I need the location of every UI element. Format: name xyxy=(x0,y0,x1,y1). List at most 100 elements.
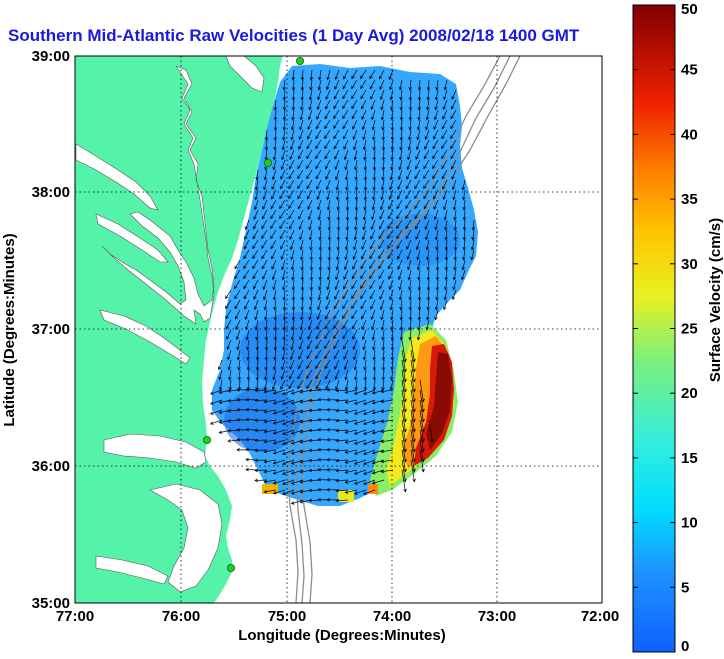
velocity-arrowhead xyxy=(408,87,412,91)
velocity-arrow xyxy=(297,169,304,179)
velocity-arrowhead xyxy=(351,305,355,310)
velocity-arrowhead xyxy=(398,166,402,171)
velocity-arrowhead xyxy=(291,297,296,301)
velocity-arrowhead xyxy=(344,256,348,261)
velocity-arrow xyxy=(419,409,424,432)
velocity-arrowhead xyxy=(426,297,431,301)
velocity-arrow xyxy=(463,199,466,210)
velocity-arrow xyxy=(263,189,268,200)
velocity-arrow xyxy=(346,229,349,240)
velocity-arrow xyxy=(253,209,259,220)
velocity-arrowhead xyxy=(407,266,411,271)
velocity-arrow xyxy=(454,209,457,220)
velocity-arrow xyxy=(317,89,322,100)
velocity-arrowhead xyxy=(327,237,332,241)
velocity-arrow xyxy=(380,89,385,100)
velocity-arrow xyxy=(381,399,394,403)
velocity-arrow xyxy=(462,179,466,190)
velocity-arrow xyxy=(333,139,340,149)
velocity-arrowhead xyxy=(405,215,409,220)
velocity-arrow xyxy=(270,219,277,229)
velocity-arrow xyxy=(419,419,424,442)
velocity-arrowhead xyxy=(352,256,356,261)
velocity-arrowhead xyxy=(435,257,440,261)
velocity-arrowhead xyxy=(255,336,259,341)
velocity-arrowhead xyxy=(381,367,386,371)
velocity-arrow xyxy=(410,419,415,442)
velocity-arrow xyxy=(273,449,286,454)
velocity-arrowhead xyxy=(253,206,258,211)
velocity-arrow xyxy=(436,79,439,90)
velocity-arrow xyxy=(418,79,421,91)
velocity-arrow xyxy=(472,219,475,230)
velocity-arrowhead xyxy=(405,235,409,240)
velocity-arrowhead xyxy=(280,386,284,390)
velocity-arrowhead xyxy=(435,296,439,301)
velocity-arrowhead xyxy=(288,185,292,190)
velocity-arrowhead xyxy=(282,411,286,415)
velocity-arrow xyxy=(391,319,394,330)
velocity-arrow xyxy=(372,389,385,394)
velocity-arrow xyxy=(284,309,286,321)
velocity-arrow xyxy=(236,329,241,340)
velocity-arrow xyxy=(401,349,406,372)
y-tick-label: 37:00 xyxy=(32,321,70,338)
velocity-arrowhead xyxy=(433,135,437,140)
velocity-arrow xyxy=(310,269,313,281)
velocity-arrowhead xyxy=(360,75,364,80)
velocity-arrow xyxy=(297,369,304,379)
velocity-arrowhead xyxy=(335,418,339,423)
velocity-arrow xyxy=(334,359,340,370)
velocity-arrow xyxy=(387,209,394,219)
velocity-arrowhead xyxy=(380,399,385,404)
velocity-arrow xyxy=(378,269,385,279)
velocity-arrow xyxy=(354,459,367,465)
velocity-arrowhead xyxy=(290,126,295,131)
velocity-arrowhead xyxy=(246,367,251,371)
velocity-arrow xyxy=(409,279,412,290)
velocity-arrowhead xyxy=(272,481,277,485)
velocity-arrow xyxy=(362,119,367,130)
velocity-arrow xyxy=(290,349,295,360)
velocity-arrow xyxy=(283,129,286,140)
velocity-arrowhead xyxy=(244,316,248,320)
velocity-arrowhead xyxy=(380,186,385,191)
velocity-arrow xyxy=(401,379,406,402)
velocity-arrowhead xyxy=(412,468,416,473)
velocity-arrowhead xyxy=(426,287,431,291)
velocity-arrowhead xyxy=(345,186,349,191)
velocity-arrowhead xyxy=(263,296,267,301)
velocity-arrowhead xyxy=(289,356,294,361)
velocity-arrowhead xyxy=(270,225,274,230)
velocity-arrowhead xyxy=(399,137,404,141)
velocity-arrowhead xyxy=(227,366,232,371)
velocity-arrowhead xyxy=(234,265,238,270)
velocity-arrow xyxy=(301,289,304,300)
delaware-bay xyxy=(225,56,265,93)
velocity-arrowhead xyxy=(423,185,427,190)
velocity-arrow xyxy=(443,89,448,100)
velocity-arrowhead xyxy=(416,256,420,261)
velocity-arrow xyxy=(428,419,433,442)
velocity-arrowhead xyxy=(462,207,466,211)
velocity-arrowhead xyxy=(254,468,258,473)
velocity-arrow xyxy=(409,329,412,340)
velocity-arrow xyxy=(443,189,448,200)
velocity-arrowhead xyxy=(324,155,328,160)
velocity-arrow xyxy=(352,329,358,340)
velocity-arrowhead xyxy=(371,411,376,415)
velocity-arrow xyxy=(445,239,448,250)
velocity-arrowhead xyxy=(289,246,294,251)
velocity-arrowhead xyxy=(300,87,305,91)
velocity-arrowhead xyxy=(300,97,304,101)
velocity-arrowhead xyxy=(435,267,440,271)
velocity-arrowhead xyxy=(263,439,268,444)
radar-station xyxy=(202,435,211,444)
velocity-arrow xyxy=(414,169,421,179)
colorbar-tick-label: 50 xyxy=(681,1,698,18)
velocity-arrow xyxy=(333,119,340,129)
velocity-arrowhead xyxy=(326,286,330,291)
velocity-arrowhead xyxy=(279,185,283,190)
velocity-arrowhead xyxy=(291,107,296,111)
velocity-arrow xyxy=(256,369,259,380)
